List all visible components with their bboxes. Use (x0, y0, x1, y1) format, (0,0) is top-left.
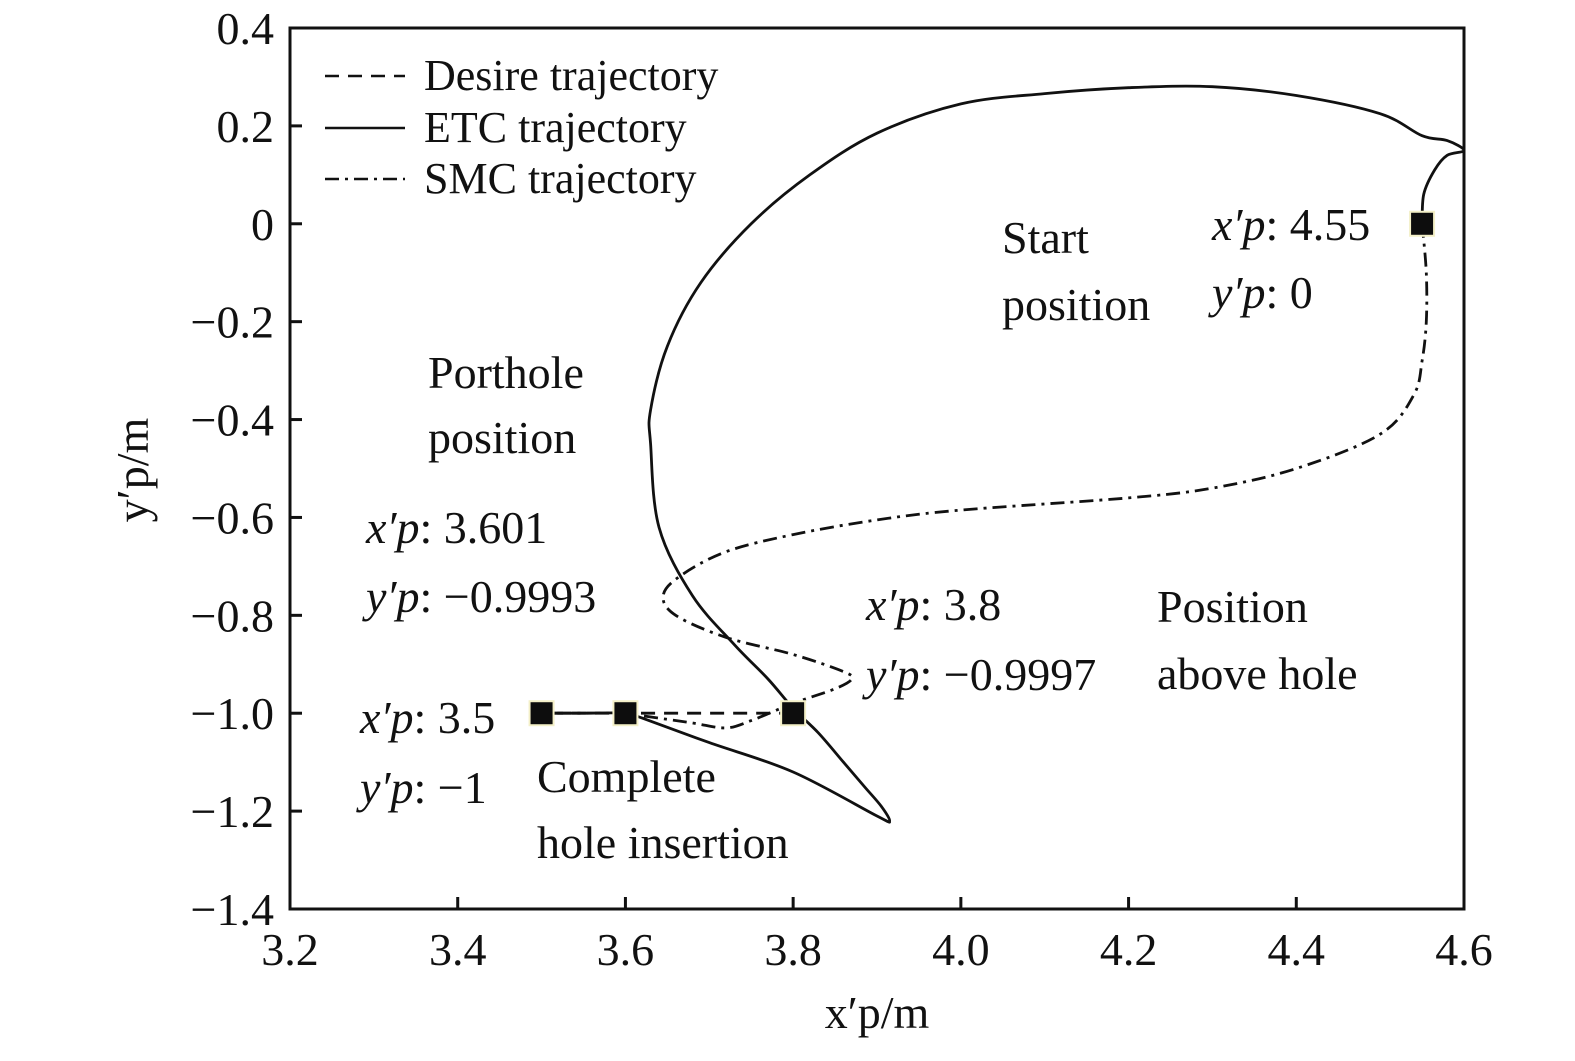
annotation-above-x: x′p: 3.8 (865, 579, 1001, 630)
waypoint-marker (1409, 210, 1436, 237)
y-tick-label: 0 (251, 199, 274, 250)
annotation-above-y-symbol: y′p (862, 649, 919, 700)
annotation-complete-title-1: Complete (537, 751, 716, 802)
annotation-porthole-y: y′p: −0.9993 (362, 571, 596, 622)
annotation-porthole-x-symbol: x′p (365, 502, 419, 553)
annotation-complete-y-symbol: y′p (356, 762, 413, 813)
annotation-start-y: y′p: 0 (1208, 267, 1313, 318)
annotation-above-title-2: above hole (1157, 648, 1358, 699)
annotation-complete-x: x′p: 3.5 (359, 692, 495, 743)
x-tick-label: 4.6 (1435, 924, 1493, 975)
waypoint-marker (780, 700, 807, 727)
y-tick-label: −1.4 (191, 884, 274, 935)
x-tick-label: 3.2 (261, 924, 319, 975)
x-tick-label: 3.4 (429, 924, 487, 975)
y-tick-label: −0.8 (191, 590, 274, 641)
annotation-complete-x-symbol: x′p (359, 692, 413, 743)
legend: Desire trajectory ETC trajectory SMC tra… (325, 51, 718, 203)
x-tick-label: 3.6 (597, 924, 655, 975)
x-tick-label: 4.4 (1268, 924, 1326, 975)
waypoint-marker (612, 700, 639, 727)
annotation-porthole-y-symbol: y′p (362, 571, 419, 622)
annotation-porthole-position: Porthole position x′p: 3.601 y′p: −0.999… (362, 347, 596, 622)
annotation-porthole-x-value: : 3.601 (419, 502, 547, 553)
annotation-above-y-value: : −0.9997 (919, 649, 1096, 700)
plot-frame (288, 26, 1466, 911)
y-axis-label: y′p/m (107, 417, 158, 522)
y-tick-label: −0.6 (191, 492, 274, 543)
x-tick-label: 3.8 (764, 924, 822, 975)
tick-layer: 3.2 3.4 3.6 3.8 4.0 4.2 4.4 4.6 0.4 0.2 0 −0.2 −0.4 −… (191, 3, 1493, 975)
annotation-start-position: Start position x′p: 4.55 y′p: 0 (1002, 199, 1370, 330)
annotation-above-y: y′p: −0.9997 (862, 649, 1096, 700)
annotation-porthole-title-1: Porthole (428, 347, 584, 398)
annotation-start-x-value: : 4.55 (1265, 199, 1370, 250)
annotation-start-title-1: Start (1002, 212, 1089, 263)
series-line-smc (541, 223, 1429, 730)
annotation-start-y-symbol: y′p (1208, 267, 1265, 318)
waypoint-marker (528, 700, 555, 727)
annotation-above-x-symbol: x′p (865, 579, 919, 630)
annotation-above-title-1: Position (1157, 581, 1308, 632)
annotation-complete-insertion: Complete hole insertion x′p: 3.5 y′p: −1 (356, 692, 789, 868)
y-tick-label: −1.0 (191, 688, 274, 739)
legend-label-smc: SMC trajectory (424, 154, 697, 203)
annotation-above-hole: Position above hole x′p: 3.8 y′p: −0.999… (862, 579, 1358, 700)
x-tick-label: 4.0 (932, 924, 990, 975)
annotation-above-x-value: : 3.8 (919, 579, 1001, 630)
annotation-start-x-symbol: x′p (1211, 199, 1265, 250)
annotation-start-x: x′p: 4.55 (1211, 199, 1370, 250)
annotation-start-title-2: position (1002, 279, 1150, 330)
y-tick-label: 0.4 (217, 3, 275, 54)
y-tick-label: −0.4 (191, 395, 274, 446)
annotation-porthole-x: x′p: 3.601 (365, 502, 547, 553)
annotation-complete-title-2: hole insertion (537, 817, 789, 868)
legend-label-desire: Desire trajectory (424, 51, 718, 100)
x-tick-label: 4.2 (1100, 924, 1158, 975)
annotation-complete-x-value: : 3.5 (413, 692, 495, 743)
annotation-porthole-title-2: position (428, 412, 576, 463)
legend-label-etc: ETC trajectory (424, 103, 687, 152)
y-tick-label: −0.2 (191, 297, 274, 348)
y-tick-label: −1.2 (191, 786, 274, 837)
series-line-etc (541, 84, 1466, 824)
y-tick-label: 0.2 (217, 101, 275, 152)
marker-layer (528, 210, 1436, 727)
x-axis-label: x′p/m (825, 987, 930, 1038)
annotation-porthole-y-value: : −0.9993 (419, 571, 596, 622)
annotation-complete-y: y′p: −1 (356, 762, 487, 813)
annotation-complete-y-value: : −1 (413, 762, 486, 813)
annotation-start-y-value: : 0 (1265, 267, 1312, 318)
